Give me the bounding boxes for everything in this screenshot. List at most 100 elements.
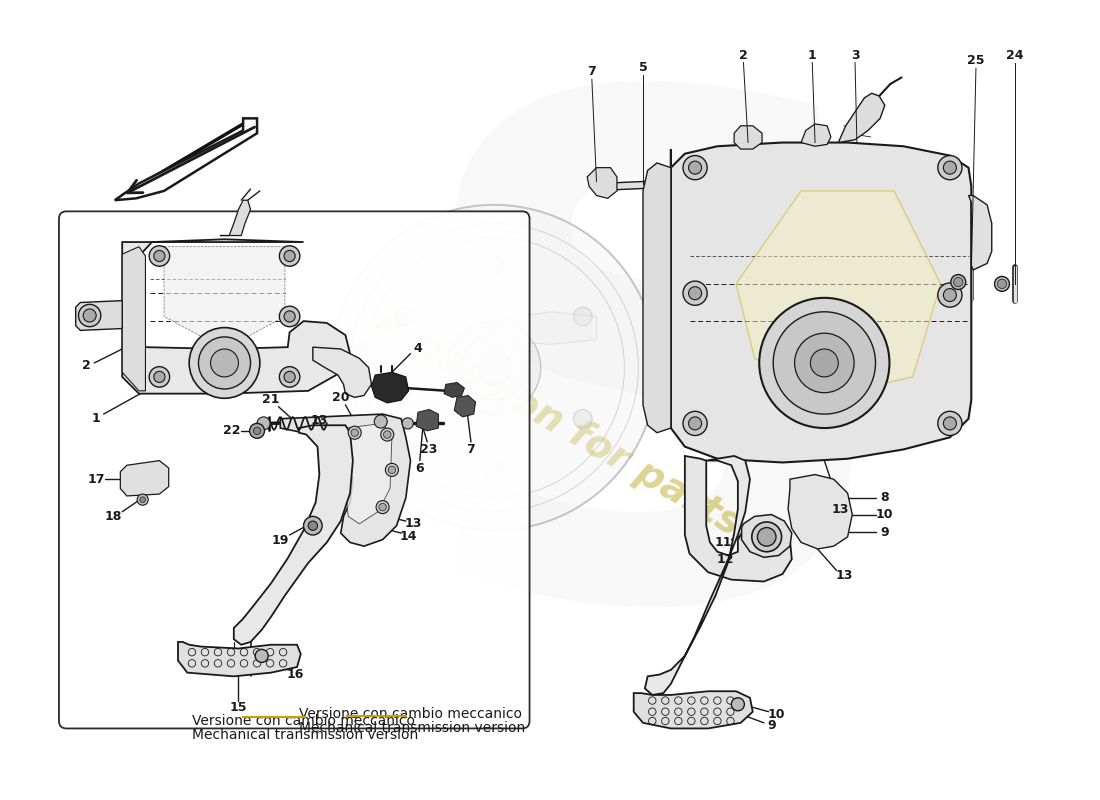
Circle shape <box>189 328 260 398</box>
Circle shape <box>683 281 707 306</box>
Circle shape <box>944 417 956 430</box>
Circle shape <box>689 161 702 174</box>
Circle shape <box>376 501 389 514</box>
Circle shape <box>751 522 782 552</box>
Polygon shape <box>644 163 671 433</box>
Circle shape <box>257 417 271 430</box>
Circle shape <box>198 337 251 389</box>
Text: Mechanical transmission version: Mechanical transmission version <box>299 722 525 735</box>
Polygon shape <box>120 461 168 496</box>
Circle shape <box>253 427 261 434</box>
Circle shape <box>396 307 415 326</box>
Circle shape <box>304 517 322 535</box>
Text: 4: 4 <box>414 342 422 355</box>
Circle shape <box>683 411 707 435</box>
Polygon shape <box>444 382 464 398</box>
Circle shape <box>78 304 101 326</box>
Circle shape <box>250 423 264 438</box>
Circle shape <box>759 298 890 428</box>
Text: 20: 20 <box>332 391 350 404</box>
Circle shape <box>994 277 1010 291</box>
Circle shape <box>341 347 368 375</box>
Polygon shape <box>220 200 251 235</box>
Polygon shape <box>280 414 410 546</box>
Polygon shape <box>234 426 353 645</box>
Text: 13: 13 <box>832 503 849 516</box>
Circle shape <box>154 250 165 262</box>
Text: 9: 9 <box>880 526 889 538</box>
Circle shape <box>811 349 838 377</box>
Circle shape <box>385 463 398 477</box>
Text: 7: 7 <box>466 443 475 456</box>
Polygon shape <box>734 126 762 149</box>
Text: 7: 7 <box>587 66 596 78</box>
Text: 13: 13 <box>310 414 328 427</box>
Polygon shape <box>343 423 392 524</box>
Circle shape <box>374 415 387 428</box>
Circle shape <box>154 371 165 382</box>
Circle shape <box>477 351 510 384</box>
Polygon shape <box>76 301 122 330</box>
Text: 8: 8 <box>880 491 889 504</box>
Text: Versione con cambio meccanico: Versione con cambio meccanico <box>299 706 521 721</box>
Circle shape <box>689 417 702 430</box>
Circle shape <box>384 431 390 438</box>
Polygon shape <box>454 395 475 417</box>
Polygon shape <box>587 168 617 198</box>
Circle shape <box>396 410 415 428</box>
Polygon shape <box>312 347 372 398</box>
Polygon shape <box>671 142 971 462</box>
Text: 13: 13 <box>405 518 422 530</box>
Text: 17: 17 <box>87 473 104 486</box>
Circle shape <box>998 279 1006 289</box>
Text: 25: 25 <box>967 54 984 67</box>
Polygon shape <box>645 456 750 695</box>
Circle shape <box>944 289 956 302</box>
Polygon shape <box>164 246 285 349</box>
Text: A passion for parts...: A passion for parts... <box>368 301 786 564</box>
Polygon shape <box>372 372 408 403</box>
Polygon shape <box>114 118 257 200</box>
Text: 2: 2 <box>82 359 91 372</box>
Polygon shape <box>634 691 752 729</box>
Circle shape <box>758 527 776 546</box>
Text: 15: 15 <box>230 701 248 714</box>
Text: 5: 5 <box>639 61 648 74</box>
Polygon shape <box>494 312 596 344</box>
Text: 1: 1 <box>91 412 100 426</box>
Text: 2: 2 <box>739 49 748 62</box>
Polygon shape <box>178 642 300 676</box>
Circle shape <box>938 411 962 435</box>
Circle shape <box>381 428 394 441</box>
Polygon shape <box>736 191 940 395</box>
Text: 22: 22 <box>223 424 241 438</box>
Polygon shape <box>801 124 830 146</box>
Text: 3: 3 <box>850 49 859 62</box>
Circle shape <box>950 274 966 290</box>
Polygon shape <box>337 340 383 377</box>
Circle shape <box>308 521 318 530</box>
Text: 11: 11 <box>714 536 732 549</box>
Text: 18: 18 <box>104 510 122 523</box>
Text: 19: 19 <box>272 534 289 547</box>
Circle shape <box>954 278 962 286</box>
Circle shape <box>938 155 962 180</box>
Polygon shape <box>838 94 884 142</box>
Text: Versione con cambio meccanico: Versione con cambio meccanico <box>191 714 415 727</box>
Circle shape <box>403 418 414 429</box>
Polygon shape <box>968 195 992 270</box>
Circle shape <box>732 698 745 710</box>
Circle shape <box>279 306 300 326</box>
Text: 21: 21 <box>262 393 279 406</box>
Circle shape <box>150 246 169 266</box>
Circle shape <box>255 650 268 662</box>
Text: 12: 12 <box>716 553 734 566</box>
Circle shape <box>485 461 504 479</box>
Circle shape <box>378 503 386 511</box>
Circle shape <box>794 333 854 393</box>
Text: 23: 23 <box>420 443 438 456</box>
Text: 9: 9 <box>767 719 775 732</box>
Circle shape <box>683 155 707 180</box>
Circle shape <box>331 205 657 530</box>
Circle shape <box>689 286 702 300</box>
